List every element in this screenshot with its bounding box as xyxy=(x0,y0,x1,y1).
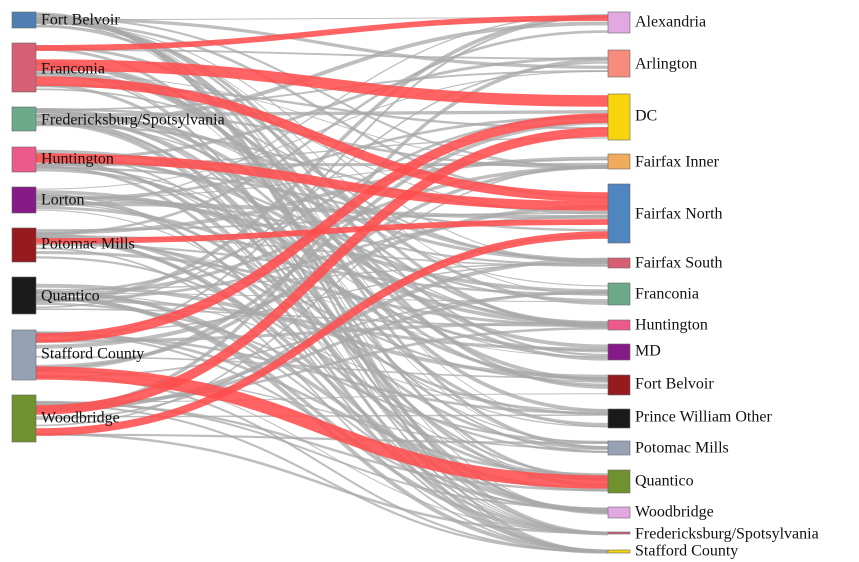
highlight-link-stafford-county-to-dc xyxy=(35,113,609,343)
target-node-fairfax-south[interactable] xyxy=(607,257,631,269)
target-node-woodbridge[interactable] xyxy=(607,506,631,519)
target-node-dc[interactable] xyxy=(607,93,631,141)
link-potomac-mills-to-potomac-mills xyxy=(35,256,609,454)
target-label-fairfax-south: Fairfax South xyxy=(635,255,723,272)
node-labels: Fort Belvoir Franconia Fredericksburg/Spot… xyxy=(41,12,819,560)
target-label-alexandria: Alexandria xyxy=(635,14,706,31)
link-woodbridge-to-prince-william-other xyxy=(35,414,609,418)
source-node-lorton[interactable] xyxy=(11,186,37,214)
source-node-huntington[interactable] xyxy=(11,146,37,173)
source-node-quantico[interactable] xyxy=(11,276,37,315)
target-label-md: MD xyxy=(635,343,661,360)
source-label-woodbridge: Woodbridge xyxy=(41,410,120,427)
target-label-quantico: Quantico xyxy=(635,473,694,490)
link-woodbridge-to-woodbridge xyxy=(35,400,609,510)
nodes xyxy=(11,11,631,554)
target-node-quantico[interactable] xyxy=(607,469,631,494)
link-lorton-to-quantico xyxy=(35,209,609,478)
source-label-stafford-county: Stafford County xyxy=(41,346,144,363)
source-label-huntington: Huntington xyxy=(41,151,114,168)
target-label-franconia: Franconia xyxy=(635,286,699,303)
link-woodbridge-to-fairfax-inner xyxy=(35,165,609,427)
target-node-franconia[interactable] xyxy=(607,282,631,306)
link-fredericksburg-spotsylvania-to-arlington xyxy=(35,70,609,111)
target-node-fort-belvoir[interactable] xyxy=(607,374,631,396)
target-label-arlington: Arlington xyxy=(635,56,697,73)
link-franconia-to-arlington xyxy=(35,48,609,60)
link-fort-belvoir-to-fairfax-inner xyxy=(35,15,609,169)
highlight-link-stafford-county-to-quantico xyxy=(35,366,609,489)
target-label-fairfax-inner: Fairfax Inner xyxy=(635,154,720,171)
target-label-fredericksburg-spotsylvania: Fredericksburg/Spotsylvania xyxy=(635,526,819,543)
link-woodbridge-to-fredericksburg-spotsylvania xyxy=(35,432,609,535)
target-node-prince-william-other[interactable] xyxy=(607,408,631,429)
link-potomac-mills-to-stafford-county xyxy=(35,247,609,553)
target-node-arlington[interactable] xyxy=(607,49,631,78)
highlighted-links xyxy=(35,15,609,489)
link-lorton-to-fairfax-north xyxy=(35,201,609,220)
target-label-woodbridge: Woodbridge xyxy=(635,504,714,521)
source-label-lorton: Lorton xyxy=(41,192,85,209)
link-potomac-mills-to-fredericksburg-spotsylvania xyxy=(35,235,609,535)
link-woodbridge-to-fort-belvoir xyxy=(35,393,609,403)
target-node-fredericksburg-spotsylvania[interactable] xyxy=(607,531,631,535)
link-huntington-to-fredericksburg-spotsylvania xyxy=(35,159,609,534)
link-woodbridge-to-potomac-mills xyxy=(35,433,609,444)
link-stafford-county-to-quantico xyxy=(35,331,609,476)
target-label-fairfax-north: Fairfax North xyxy=(635,206,723,223)
link-franconia-to-franconia xyxy=(35,45,609,306)
link-potomac-mills-to-huntington xyxy=(35,251,609,327)
highlight-link-franconia-to-alexandria xyxy=(35,15,609,51)
target-label-stafford-county: Stafford County xyxy=(635,543,738,560)
target-node-alexandria[interactable] xyxy=(607,11,631,34)
highlight-link-woodbridge-to-fairfax-north xyxy=(35,231,609,436)
link-quantico-to-alexandria xyxy=(35,14,609,304)
source-label-quantico: Quantico xyxy=(41,288,100,305)
highlight-link-woodbridge-to-dc xyxy=(35,127,609,415)
source-node-fort-belvoir[interactable] xyxy=(11,11,37,29)
link-huntington-to-huntington xyxy=(35,154,609,325)
source-label-fort-belvoir: Fort Belvoir xyxy=(41,12,120,29)
source-label-fredericksburg-spotsylvania: Fredericksburg/Spotsylvania xyxy=(41,112,225,129)
link-woodbridge-to-huntington xyxy=(35,326,609,406)
highlight-link-franconia-to-fairfax-north xyxy=(35,76,609,202)
highlight-link-huntington-to-fairfax-north xyxy=(35,153,609,211)
target-label-prince-william-other: Prince William Other xyxy=(635,409,772,426)
target-node-potomac-mills[interactable] xyxy=(607,440,631,456)
link-woodbridge-to-stafford-county xyxy=(35,403,609,553)
source-node-stafford-county[interactable] xyxy=(11,329,37,381)
link-huntington-to-arlington xyxy=(35,56,609,161)
target-node-fairfax-north[interactable] xyxy=(607,183,631,244)
link-fredericksburg-spotsylvania-to-alexandria xyxy=(35,21,609,126)
source-label-potomac-mills: Potomac Mills xyxy=(41,236,135,253)
link-franconia-to-quantico xyxy=(35,47,609,481)
target-label-fort-belvoir: Fort Belvoir xyxy=(635,376,714,393)
source-node-franconia[interactable] xyxy=(11,42,37,93)
source-label-franconia: Franconia xyxy=(41,61,105,78)
target-node-md[interactable] xyxy=(607,343,631,361)
source-node-potomac-mills[interactable] xyxy=(11,227,37,263)
target-label-huntington: Huntington xyxy=(635,317,708,334)
highlight-link-franconia-to-dc xyxy=(35,59,609,107)
link-quantico-to-prince-william-other xyxy=(35,291,609,412)
source-node-fredericksburg-spotsylvania[interactable] xyxy=(11,106,37,132)
link-potomac-mills-to-alexandria xyxy=(35,30,609,236)
target-label-potomac-mills: Potomac Mills xyxy=(635,440,729,457)
target-node-stafford-county[interactable] xyxy=(607,549,631,554)
target-node-huntington[interactable] xyxy=(607,319,631,331)
target-node-fairfax-inner[interactable] xyxy=(607,153,631,170)
target-label-dc: DC xyxy=(635,108,657,125)
link-fredericksburg-spotsylvania-to-dc xyxy=(35,110,609,117)
source-node-woodbridge[interactable] xyxy=(11,394,37,443)
